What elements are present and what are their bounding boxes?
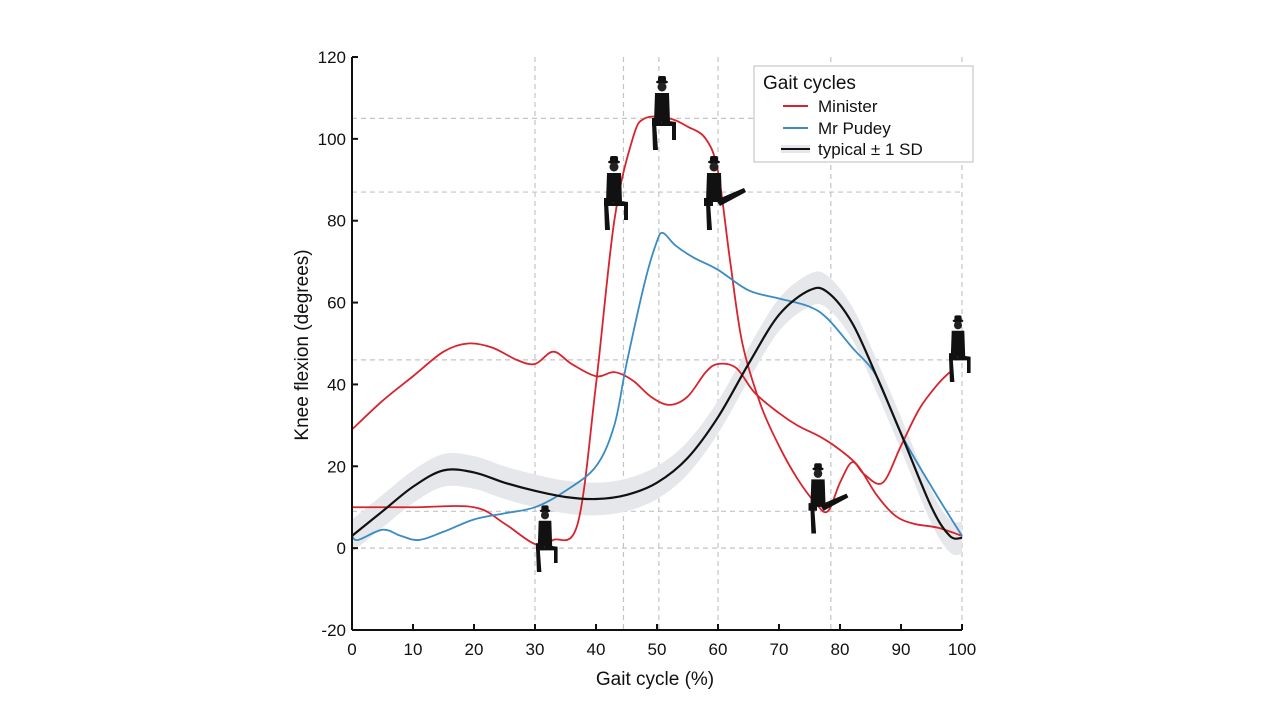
legend-label-typical: typical ± 1 SD <box>818 140 923 159</box>
y-tick-label: 120 <box>318 48 346 67</box>
silly-walk-figure-icon <box>949 315 971 382</box>
legend-label-pudey: Mr Pudey <box>818 119 891 138</box>
x-tick-label: 60 <box>709 640 728 659</box>
x-tick-label: 10 <box>404 640 423 659</box>
y-tick-label: 60 <box>327 294 346 313</box>
legend-title: Gait cycles <box>763 73 856 94</box>
silly-walk-figure-icon <box>604 156 628 230</box>
legend: Gait cycles Minister Mr Pudey typical ± … <box>753 65 974 163</box>
x-tick-label: 90 <box>892 640 911 659</box>
silly-walk-figure-icon <box>652 76 676 150</box>
x-tick-label: 40 <box>587 640 606 659</box>
y-tick-label: -20 <box>321 621 346 640</box>
sd-band <box>352 271 962 556</box>
y-tick-label: 20 <box>327 457 346 476</box>
x-tick-label: 100 <box>948 640 976 659</box>
sd-band-layer <box>352 271 962 556</box>
y-tick-label: 0 <box>337 539 346 558</box>
silly-walk-figure-icon <box>536 505 558 572</box>
y-tick-label: 80 <box>327 212 346 231</box>
x-tick-label: 50 <box>648 640 667 659</box>
y-tick-label: 40 <box>327 375 346 394</box>
series-line-typical-sd-3 <box>351 286 963 540</box>
series-line-mr-pudey-2 <box>351 231 963 541</box>
series-line-minister-1 <box>351 342 963 537</box>
legend-label-minister: Minister <box>818 97 878 116</box>
silly-walk-figures <box>536 76 971 572</box>
x-axis-title: Gait cycle (%) <box>596 669 714 690</box>
x-tick-label: 70 <box>770 640 789 659</box>
y-tick-label: 100 <box>318 130 346 149</box>
x-tick-label: 80 <box>831 640 850 659</box>
y-axis-title: Knee flexion (degrees) <box>292 249 313 440</box>
x-tick-label: 30 <box>526 640 545 659</box>
silly-walk-figure-icon <box>704 156 746 230</box>
x-tick-label: 0 <box>347 640 356 659</box>
x-tick-label: 20 <box>465 640 484 659</box>
silly-walk-figure-icon <box>808 463 849 534</box>
